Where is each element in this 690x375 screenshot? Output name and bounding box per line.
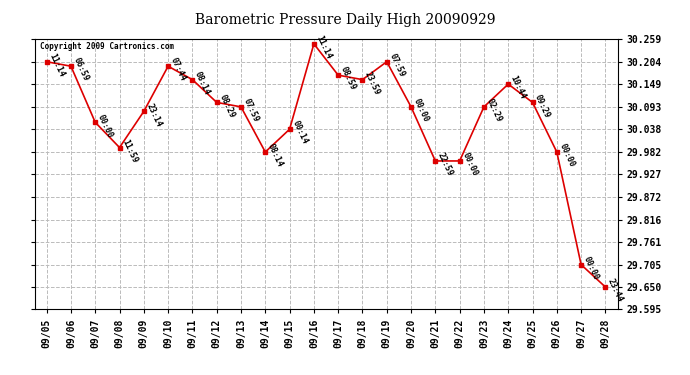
Text: 10:44: 10:44 [509, 74, 528, 101]
Text: 22:59: 22:59 [436, 151, 455, 178]
Text: 08:29: 08:29 [217, 93, 236, 119]
Text: 23:59: 23:59 [363, 70, 382, 96]
Text: 07:59: 07:59 [241, 97, 260, 124]
Text: 11:59: 11:59 [120, 138, 139, 164]
Text: 06:59: 06:59 [72, 57, 90, 83]
Text: 23:14: 23:14 [144, 102, 163, 128]
Text: Barometric Pressure Daily High 20090929: Barometric Pressure Daily High 20090929 [195, 13, 495, 27]
Text: 07:59: 07:59 [387, 52, 406, 78]
Text: 08:14: 08:14 [266, 142, 285, 169]
Text: 09:29: 09:29 [533, 93, 552, 119]
Text: 00:00: 00:00 [582, 255, 600, 281]
Text: 00:00: 00:00 [96, 112, 115, 139]
Text: 00:00: 00:00 [558, 142, 576, 169]
Text: Copyright 2009 Cartronics.com: Copyright 2009 Cartronics.com [40, 42, 175, 51]
Text: 00:00: 00:00 [460, 151, 479, 178]
Text: 11:14: 11:14 [315, 34, 333, 61]
Text: 08:14: 08:14 [193, 70, 212, 96]
Text: 00:00: 00:00 [412, 97, 431, 124]
Text: 23:44: 23:44 [606, 277, 624, 304]
Text: 07:44: 07:44 [169, 57, 188, 83]
Text: 08:59: 08:59 [339, 66, 357, 92]
Text: 00:14: 00:14 [290, 120, 309, 146]
Text: 11:14: 11:14 [47, 52, 66, 78]
Text: 02:29: 02:29 [484, 97, 503, 124]
